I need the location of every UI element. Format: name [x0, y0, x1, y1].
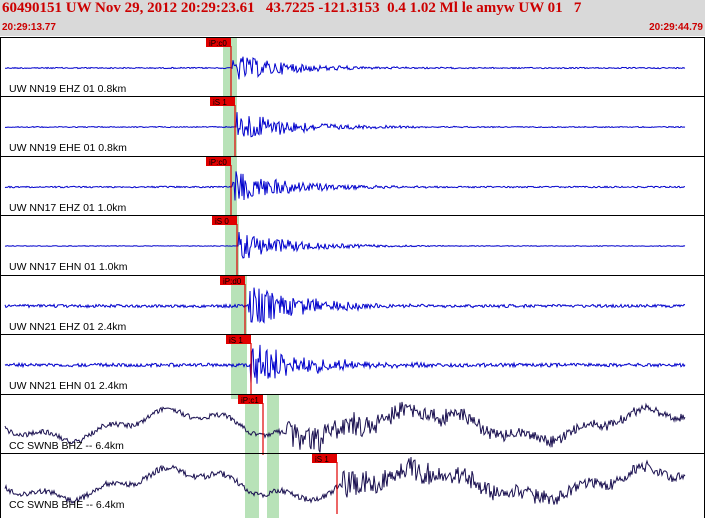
trace-plot: iS 1 [4, 335, 686, 399]
end-time-label: 20:29:44.79 [649, 22, 703, 33]
waveform-trace [4, 231, 686, 259]
channel-label: UW NN19 EHZ 01 0.8km [9, 83, 127, 95]
trace-panel: iS 0 UW NN17 EHN 01 1.0km [0, 215, 705, 280]
channel-label: CC SWNB BHZ -- 6.4km [9, 440, 124, 452]
trace-plot: iP:d0 [4, 276, 686, 340]
channel-label: UW NN19 EHE 01 0.8km [9, 142, 127, 154]
channel-label: UW NN21 EHZ 01 2.4km [9, 321, 127, 333]
trace-panel: iS 1 UW NN19 EHE 01 0.8km [0, 96, 705, 161]
pick-flag[interactable] [206, 38, 231, 47]
pick-label: iP:d0 [223, 277, 242, 286]
trace-panel: iS 1 CC SWNB BHE -- 6.4km [0, 453, 705, 518]
pick-label: iS 1 [229, 336, 243, 345]
event-header: 60490151 UW Nov 29, 2012 20:29:23.61 43.… [0, 0, 705, 36]
trace-panel: iP:c1 CC SWNB BHZ -- 6.4km [0, 394, 705, 459]
waveform-trace [4, 456, 686, 505]
pick-flag[interactable] [226, 335, 251, 344]
pick-label: iP:c0 [209, 158, 227, 167]
pick-flag[interactable] [238, 395, 263, 404]
waveform-trace [4, 287, 686, 324]
pick-label: iP:c0 [209, 39, 227, 48]
trace-panel: iP:c0 UW NN17 EHZ 01 1.0km [0, 156, 705, 221]
pick-window [267, 454, 279, 518]
waveform-trace [4, 171, 686, 201]
waveform-trace [4, 112, 686, 138]
trace-plot: iS 1 [4, 454, 686, 518]
pick-flag[interactable] [210, 97, 235, 106]
trace-plot: iP:c0 [4, 157, 686, 221]
trace-panel: iP:d0 UW NN21 EHZ 01 2.4km [0, 275, 705, 340]
pick-label: iS 1 [315, 455, 329, 464]
pick-flag[interactable] [220, 276, 245, 285]
trace-plot: iP:c0 [5, 38, 686, 102]
pick-flag[interactable] [312, 454, 337, 463]
channel-label: UW NN17 EHZ 01 1.0km [9, 202, 127, 214]
channel-label: UW NN21 EHN 01 2.4km [9, 380, 128, 392]
seismogram-traces: iP:c0 UW NN19 EHZ 01 0.8km iS 1 UW NN19 EHE… [0, 37, 705, 518]
pick-label: iP:c1 [241, 396, 259, 405]
start-time-label: 20:29:13.77 [2, 22, 56, 33]
channel-label: UW NN17 EHN 01 1.0km [9, 261, 128, 273]
trace-plot: iS 1 [4, 97, 686, 161]
waveform-trace [4, 401, 686, 453]
trace-panel: iP:c0 UW NN19 EHZ 01 0.8km [0, 37, 705, 102]
pick-window [267, 395, 279, 459]
pick-window [223, 97, 237, 161]
trace-plot: iP:c1 [4, 395, 686, 459]
trace-plot: iS 0 [4, 216, 686, 280]
trace-panel: iS 1 UW NN21 EHN 01 2.4km [0, 334, 705, 399]
pick-window [223, 38, 237, 102]
pick-window [231, 335, 247, 399]
pick-label: iS 1 [213, 98, 227, 107]
pick-window [245, 454, 259, 518]
pick-flag[interactable] [206, 157, 231, 166]
pick-window [245, 395, 259, 459]
pick-window [231, 276, 247, 340]
pick-flag[interactable] [212, 216, 237, 225]
pick-window [225, 216, 239, 280]
event-title: 60490151 UW Nov 29, 2012 20:29:23.61 43.… [2, 0, 582, 16]
waveform-trace [5, 56, 686, 80]
pick-label: iS 0 [215, 217, 229, 226]
channel-label: CC SWNB BHE -- 6.4km [9, 499, 125, 511]
waveform-trace [4, 344, 686, 384]
